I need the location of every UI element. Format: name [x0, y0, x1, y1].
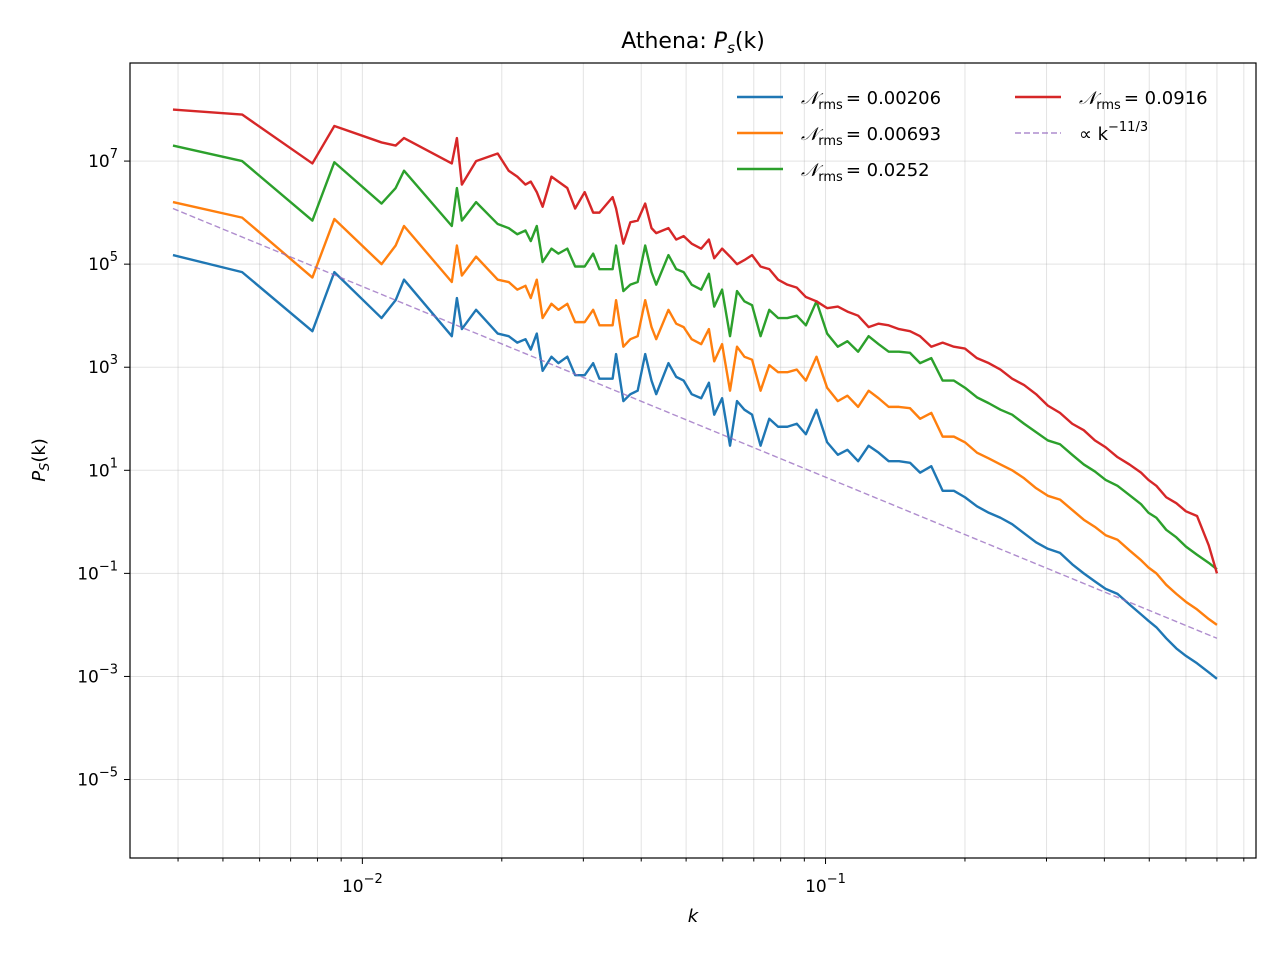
- series-layer: [172, 108, 1219, 680]
- legend-label: 𝒩rms = 0.0252: [801, 160, 930, 185]
- series-line-1: [172, 200, 1218, 626]
- axis-ticks: 107 105 103 101 10−1 10−3 10−5 10−2 10−1: [77, 147, 1245, 897]
- series-line-0: [172, 253, 1218, 680]
- y-tick-label: 105: [88, 250, 118, 275]
- x-tick-label: 10−2: [342, 872, 383, 897]
- series-line-2: [172, 144, 1218, 571]
- legend: 𝒩rms = 0.00206 𝒩rms = 0.00693 𝒩rms = 0.0252 𝒩r…: [737, 88, 1208, 185]
- chart-title: Athena: Ps(k): [621, 29, 765, 57]
- legend-label: 𝒩rms = 0.0916: [1079, 88, 1208, 113]
- y-tick-label: 10−1: [77, 559, 118, 584]
- series-line-3: [172, 108, 1219, 574]
- y-tick-label: 101: [88, 456, 118, 481]
- plot-frame: [129, 62, 1257, 859]
- legend-label: ∝ k−11/3: [1079, 120, 1148, 145]
- y-axis-label: PS(k): [29, 438, 53, 482]
- x-axis-label: k: [688, 906, 700, 927]
- y-tick-label: 10−5: [77, 766, 118, 791]
- legend-label: 𝒩rms = 0.00693: [801, 124, 941, 149]
- y-tick-label: 107: [88, 147, 118, 172]
- y-tick-label: 10−3: [77, 662, 118, 687]
- legend-label: 𝒩rms = 0.00206: [801, 88, 941, 113]
- y-tick-label: 103: [88, 353, 118, 378]
- x-tick-label: 10−1: [805, 872, 846, 897]
- series-line-4: [172, 207, 1218, 639]
